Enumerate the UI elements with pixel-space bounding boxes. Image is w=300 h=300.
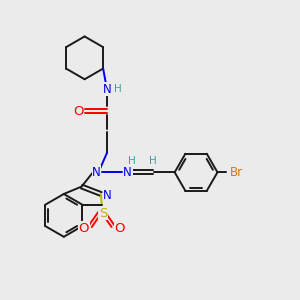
Text: H: H xyxy=(128,156,136,166)
Text: Br: Br xyxy=(230,166,243,179)
Text: H: H xyxy=(114,84,122,94)
Text: H: H xyxy=(149,156,157,166)
Text: N: N xyxy=(92,166,101,179)
Text: O: O xyxy=(114,222,125,235)
Text: N: N xyxy=(123,166,132,179)
Text: N: N xyxy=(103,189,112,202)
Text: O: O xyxy=(73,105,83,118)
Text: S: S xyxy=(99,206,107,220)
Text: N: N xyxy=(103,82,111,96)
Text: O: O xyxy=(79,222,89,235)
